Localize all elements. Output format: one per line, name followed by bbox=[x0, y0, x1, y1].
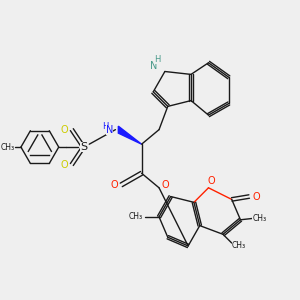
Text: CH₃: CH₃ bbox=[129, 212, 143, 221]
Text: CH₃: CH₃ bbox=[232, 242, 246, 250]
Text: O: O bbox=[61, 124, 68, 135]
Text: O: O bbox=[161, 180, 169, 190]
Text: S: S bbox=[80, 142, 87, 152]
Text: N: N bbox=[106, 124, 113, 135]
Text: CH₃: CH₃ bbox=[0, 142, 14, 152]
Polygon shape bbox=[118, 126, 142, 144]
Text: O: O bbox=[208, 176, 215, 185]
Text: O: O bbox=[110, 180, 118, 190]
Text: N: N bbox=[149, 61, 157, 71]
Text: H: H bbox=[102, 122, 108, 131]
Text: H: H bbox=[154, 56, 161, 64]
Text: O: O bbox=[61, 160, 68, 170]
Text: O: O bbox=[253, 191, 260, 202]
Text: CH₃: CH₃ bbox=[252, 214, 266, 223]
